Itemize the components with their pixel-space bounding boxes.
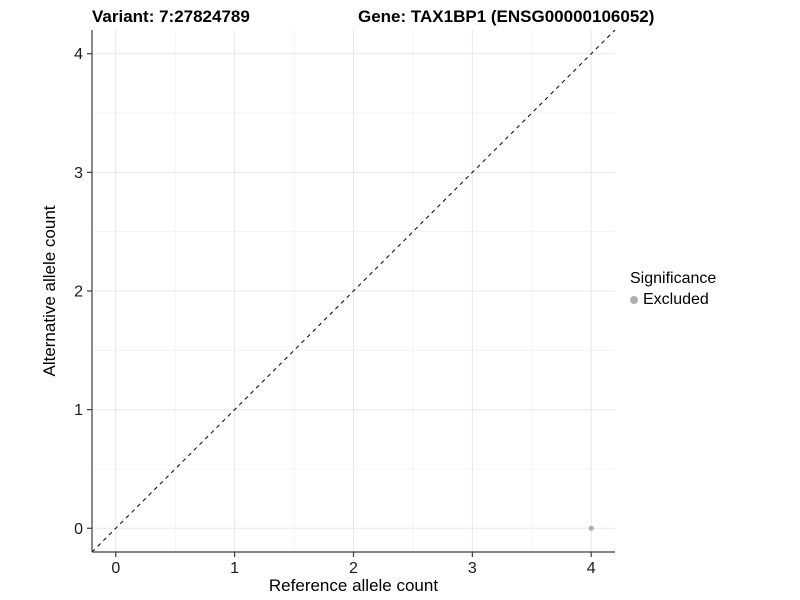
legend: Significance Excluded: [630, 270, 716, 309]
y-tick-label: 2: [74, 284, 83, 301]
x-tick-label: 0: [111, 560, 120, 577]
legend-entry-label: Excluded: [643, 291, 709, 308]
identity-reference-line: [91, 29, 616, 553]
variant-title: Variant: 7:27824789: [92, 7, 250, 26]
legend-point-swatch: [630, 296, 638, 304]
x-tick-label: 3: [468, 560, 477, 577]
data-point: [588, 525, 594, 531]
x-axis-title: Reference allele count: [268, 576, 439, 595]
x-tick-label: 1: [230, 560, 239, 577]
x-tick-label: 2: [349, 560, 358, 577]
legend-entry: Excluded: [630, 291, 716, 309]
y-tick-label: 3: [74, 165, 83, 182]
y-tick-label: 0: [74, 521, 83, 538]
y-axis-title: Alternative allele count: [40, 205, 59, 377]
x-tick-label: 4: [587, 560, 596, 577]
legend-title: Significance: [630, 270, 717, 287]
gene-title: Gene: TAX1BP1 (ENSG00000106052): [358, 7, 655, 26]
y-tick-label: 1: [74, 402, 83, 419]
y-tick-label: 4: [74, 46, 83, 63]
